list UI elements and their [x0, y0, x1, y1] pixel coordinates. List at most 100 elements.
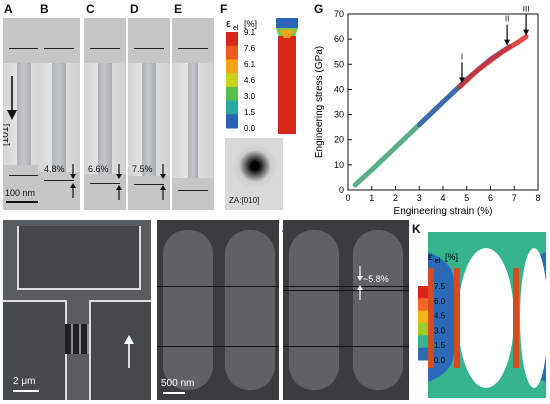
top-gripper	[17, 226, 141, 290]
y-tick-label: 30	[334, 110, 344, 120]
panel-letter-E: E	[174, 2, 183, 16]
marker-line	[44, 48, 74, 49]
nanowire	[98, 18, 112, 210]
colorbar-label-subscript: el	[233, 25, 239, 32]
marker-line	[178, 190, 208, 191]
colorbar-label: ε	[428, 252, 433, 263]
y-tick-label: 20	[334, 135, 344, 145]
nanowire-array	[65, 324, 89, 354]
colorbar-tick-label: 4.5	[434, 312, 446, 321]
marker-line	[283, 346, 409, 347]
top-pad	[38, 18, 80, 63]
scale-bar	[6, 201, 40, 203]
colorbar-tick-label: 7.6	[244, 44, 256, 53]
pillar-left	[289, 230, 339, 390]
zone-axis-label: ZA:[010]	[229, 196, 260, 205]
nanowire	[17, 18, 31, 210]
tem-image-c: 6.6%	[84, 18, 126, 210]
top-pad	[172, 18, 214, 63]
panel-letter-K: K	[412, 222, 421, 236]
colorbar-tick-label: 1.5	[244, 108, 256, 117]
sem-array-image-j: ~5.8%	[283, 220, 409, 400]
strain-arrows	[70, 164, 76, 198]
annotation-arrowhead	[459, 77, 465, 84]
marker-line	[134, 184, 164, 185]
colorbar-f-ticks: 9.1 7.6 6.1 4.6 3.0 1.5 0.0	[244, 28, 256, 133]
colorbar-k	[418, 286, 428, 361]
colorbar-segment	[418, 298, 428, 312]
colorbar-segment	[226, 73, 238, 88]
colorbar-tick-label: 0.0	[244, 124, 256, 133]
x-tick-label: 1	[369, 193, 374, 203]
strain-label: 7.5%	[132, 164, 153, 174]
scale-bar	[163, 392, 185, 394]
strain-label: 4.8%	[44, 164, 65, 174]
colorbar-tick-label: 4.6	[244, 76, 256, 85]
y-axis-ticks: 0 10 20 30 40 50 60 70	[334, 9, 352, 195]
colorbar-k-ticks: 7.5 6.0 4.5 3.0 1.5 0.0	[434, 282, 446, 365]
annotation-arrowhead	[523, 29, 530, 36]
x-axis-label: Engineering strain (%)	[394, 206, 493, 217]
strain-arrows	[116, 164, 122, 200]
y-tick-label: 0	[339, 185, 344, 195]
right-frame	[89, 300, 151, 400]
panel-letter-D: D	[130, 2, 139, 16]
colorbar-segment	[418, 335, 428, 349]
colorbar-tick-label: 3.0	[434, 326, 446, 335]
x-tick-label: 2	[393, 193, 398, 203]
y-tick-label: 50	[334, 59, 344, 69]
direction-label: [101]	[3, 123, 11, 146]
panel-letter-G: G	[314, 2, 324, 16]
annotation-arrowhead	[504, 39, 511, 46]
strain-arrows	[160, 164, 166, 200]
tem-image-e	[172, 18, 214, 210]
tem-image-d: 7.5%	[128, 18, 170, 210]
marker-line	[134, 48, 164, 49]
strain-label: 6.6%	[88, 164, 109, 174]
marker-line	[178, 48, 208, 49]
panel-letter-A: A	[4, 2, 13, 16]
marker-line	[90, 183, 120, 184]
top-pad	[84, 18, 126, 63]
tem-image-b: 4.8%	[38, 18, 80, 210]
sem-device-image: 2 μm	[3, 220, 151, 400]
panel-letter-C: C	[86, 2, 95, 16]
diffraction-spot-center	[233, 144, 277, 188]
x-tick-label: 4	[440, 193, 445, 203]
colorbar-segment	[418, 347, 428, 361]
y-tick-label: 40	[334, 84, 344, 94]
colorbar-tick-label: 6.1	[244, 60, 256, 69]
panel-letter-B: B	[40, 2, 49, 16]
tensile-direction-arrow	[7, 76, 17, 120]
colorbar-tick-label: 1.5	[434, 341, 446, 350]
loading-arrow	[124, 335, 134, 368]
colorbar-tick-label: 6.0	[434, 297, 446, 306]
colorbar-segment	[418, 323, 428, 336]
x-tick-label: 8	[535, 193, 540, 203]
x-tick-label: 5	[464, 193, 469, 203]
simulation-strain-map: ε el [%] 9.1 7.6 6.1 4.6 3.0 1.5 0.0	[226, 18, 298, 134]
colorbar-segment	[418, 286, 428, 299]
marker-line	[9, 48, 39, 49]
colorbar-segment	[418, 310, 428, 324]
x-tick-label: 6	[488, 193, 493, 203]
scale-bar-label: 500 nm	[161, 378, 195, 389]
pillar-right	[353, 230, 403, 390]
y-tick-label: 10	[334, 160, 344, 170]
colorbar-tick-label: 7.5	[434, 282, 446, 291]
bottom-pad	[172, 178, 214, 210]
annotation-label: II	[505, 15, 509, 24]
y-tick-label: 60	[334, 34, 344, 44]
diffraction-pattern: ZA:[010]	[225, 138, 283, 210]
colorbar-unit: [%]	[445, 252, 458, 262]
y-axis-label: Engineering stress (GPa)	[314, 46, 325, 158]
annotation-label: I	[461, 52, 463, 61]
x-axis-ticks: 0 1 2 3 4 5 6 7 8	[345, 186, 541, 203]
colorbar-tick-label: 9.1	[244, 28, 256, 37]
left-frame	[3, 300, 67, 400]
colorbar-label: ε	[226, 18, 231, 30]
colorbar-segment	[226, 59, 238, 74]
panel-letter-F: F	[220, 2, 228, 16]
